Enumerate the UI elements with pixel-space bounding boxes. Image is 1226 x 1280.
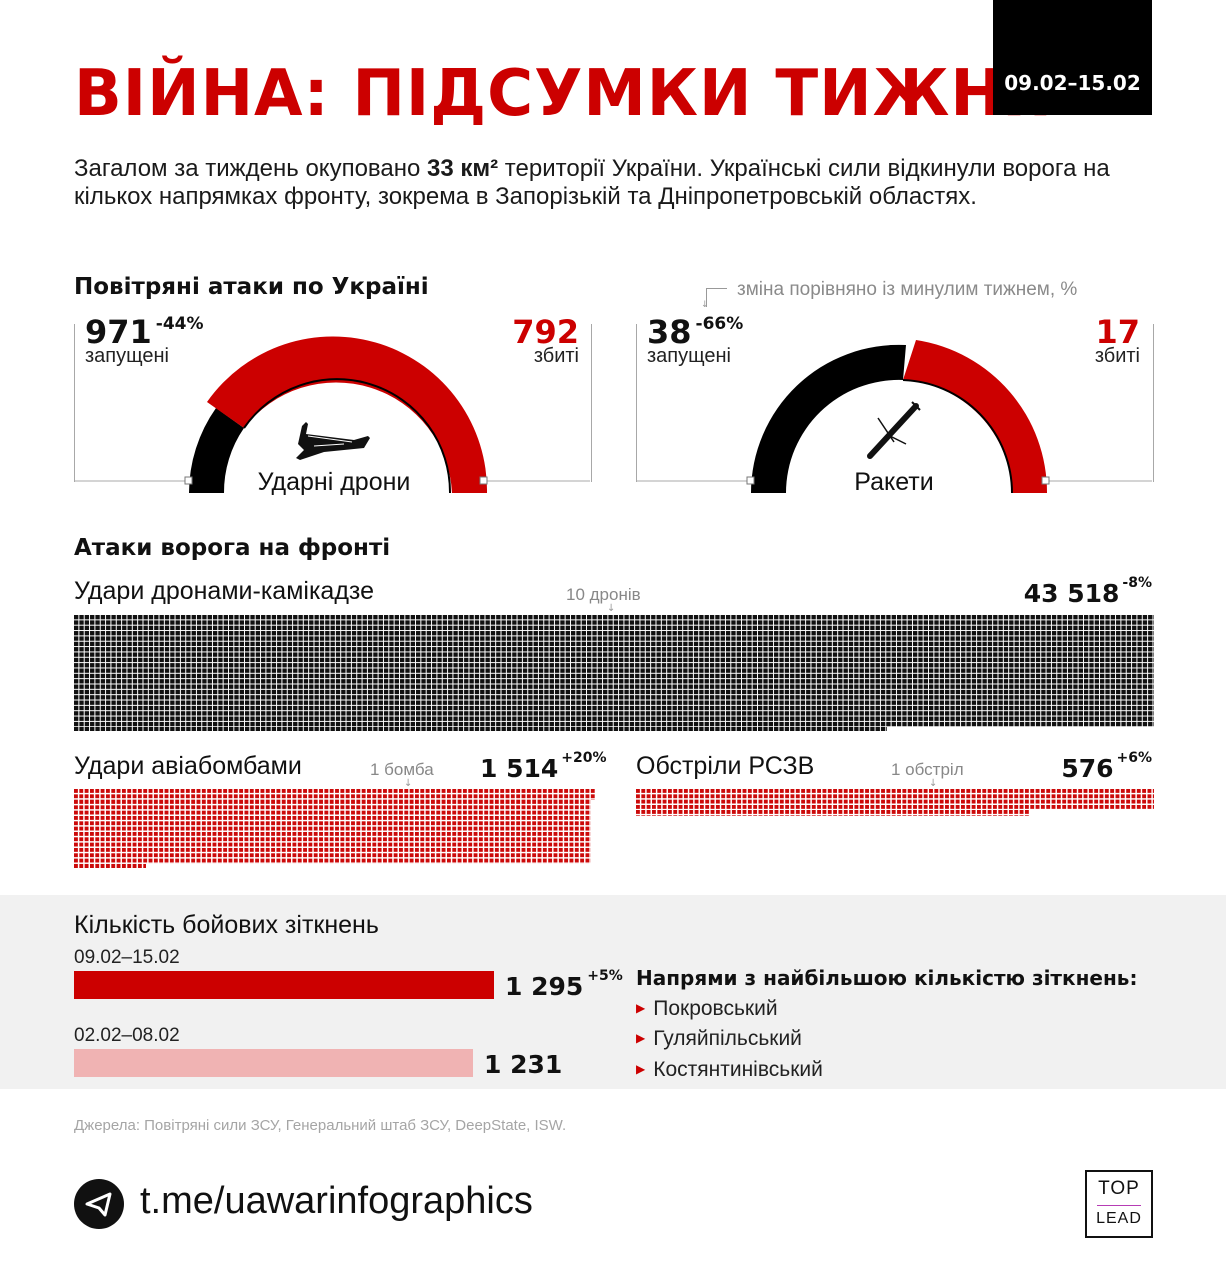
missiles-gauge <box>636 340 1152 494</box>
drones-launched-label: запущені <box>85 345 169 367</box>
triangle-bullet-icon: ▶ <box>636 1001 646 1015</box>
direction-item: ▶ Гуляйпільський <box>636 1027 802 1051</box>
logo-top-text: TOP <box>1098 1178 1140 1199</box>
mlrs-total: 576 +6% <box>1061 750 1152 783</box>
direction-label: Гуляйпільський <box>653 1027 802 1050</box>
change-note: зміна порівняно із минулим тижнем, % <box>737 279 1078 300</box>
triangle-bullet-icon: ▶ <box>636 1062 646 1076</box>
mlrs-waffle <box>636 789 1154 811</box>
change-note-arrow-icon: ↓ <box>701 300 709 310</box>
directions-title: Напрями з найбільшою кількістю зіткнень: <box>636 966 1138 990</box>
kamikaze-waffle <box>74 615 1154 727</box>
drones-shot-down-label: збиті <box>533 345 579 367</box>
bombs-change: +20% <box>561 750 607 766</box>
logo-divider <box>1097 1205 1141 1206</box>
panel-top-mask <box>628 318 1168 324</box>
bombs-label: Удари авіабомбами <box>74 752 302 780</box>
paper-plane-icon <box>85 1192 112 1217</box>
direction-item: ▶ Покровський <box>636 997 778 1021</box>
mlrs-scale-arrow-icon: ↓ <box>929 778 938 789</box>
mlrs-label: Обстріли РСЗВ <box>636 752 815 780</box>
triangle-bullet-icon: ▶ <box>636 1031 646 1045</box>
bombs-waffle <box>74 799 591 864</box>
bombs-waffle-last-row <box>74 863 146 869</box>
previous-week-bar <box>74 1049 473 1077</box>
telegram-link[interactable]: t.me/uawarinfographics <box>140 1180 533 1222</box>
kamikaze-scale-note: 10 дронів <box>566 585 641 604</box>
current-week-value: 1 295 +5% <box>505 968 623 1001</box>
kamikaze-total: 43 518 -8% <box>1023 575 1152 608</box>
drones-launched-change: -44% <box>155 314 204 334</box>
previous-week-dates: 02.02–08.02 <box>74 1025 180 1046</box>
kamikaze-change: -8% <box>1122 575 1152 591</box>
kamikaze-label: Удари дронами-камікадзе <box>74 577 375 605</box>
air-attacks-title: Повітряні атаки по Україні <box>74 274 429 300</box>
mlrs-total-value: 576 <box>1061 754 1114 783</box>
date-range-badge: 09.02–15.02 <box>993 0 1152 115</box>
drone-icon <box>296 422 370 460</box>
missiles-launched-label: запущені <box>647 345 731 367</box>
date-range-text: 09.02–15.02 <box>1004 71 1141 95</box>
bombs-total: 1 514 +20% <box>480 750 607 783</box>
direction-item: ▶ Костянтинівський <box>636 1058 823 1082</box>
drones-shot-down-value: 792 <box>512 313 579 351</box>
bombs-total-value: 1 514 <box>480 754 559 783</box>
previous-week-value: 1 231 <box>484 1050 563 1079</box>
drones-launched: 971 -44% <box>85 313 204 351</box>
occupied-area-value: 33 км² <box>427 155 499 182</box>
missiles-shot-down-label: збиті <box>1094 345 1140 367</box>
sources: Джерела: Повітряні сили ЗСУ, Генеральний… <box>74 1117 567 1134</box>
bombs-waffle-top <box>74 789 596 800</box>
telegram-icon[interactable] <box>74 1179 124 1229</box>
kamikaze-total-value: 43 518 <box>1023 579 1120 608</box>
bombs-scale-arrow-icon: ↓ <box>404 778 413 789</box>
mlrs-change: +6% <box>1116 750 1153 766</box>
panel-top-mask <box>66 318 606 324</box>
drones-launched-value: 971 <box>85 313 152 351</box>
drones-gauge <box>74 336 590 494</box>
current-week-value-text: 1 295 <box>505 972 584 1001</box>
missiles-launched-value: 38 <box>647 313 692 351</box>
change-note-bracket <box>706 288 727 307</box>
direction-label: Покровський <box>653 997 778 1020</box>
current-week-bar <box>74 971 494 999</box>
top-lead-logo: TOP LEAD <box>1085 1170 1153 1238</box>
page-title: ВІЙНА: ПІДСУМКИ ТИЖНЯ <box>74 57 1054 131</box>
kamikaze-waffle-last-row <box>74 727 887 733</box>
mlrs-scale-note: 1 обстріл <box>891 760 964 779</box>
logo-bottom-text: LEAD <box>1096 1210 1142 1227</box>
missiles-launched: 38 -66% <box>647 313 744 351</box>
missile-icon <box>867 401 921 459</box>
kamikaze-scale-arrow-icon: ↓ <box>607 603 616 614</box>
clashes-title: Кількість бойових зіткнень <box>74 911 379 939</box>
intro-text-after: території України. Українські сили відки… <box>74 155 1110 210</box>
front-attacks-title: Атаки ворога на фронті <box>74 535 391 561</box>
current-week-dates: 09.02–15.02 <box>74 947 180 968</box>
missiles-gauge-label: Ракети <box>854 468 934 496</box>
current-week-change: +5% <box>587 968 623 984</box>
missiles-shot-down-value: 17 <box>1095 313 1140 351</box>
mlrs-waffle-last-row <box>636 810 1029 816</box>
drones-gauge-label: Ударні дрони <box>257 468 411 496</box>
intro-text-before: Загалом за тиждень окуповано <box>74 155 428 182</box>
bombs-scale-note: 1 бомба <box>370 760 434 779</box>
direction-label: Костянтинівський <box>653 1058 823 1081</box>
missiles-launched-change: -66% <box>695 314 744 334</box>
intro-paragraph: Загалом за тиждень окуповано 33 км² тери… <box>74 155 1154 211</box>
